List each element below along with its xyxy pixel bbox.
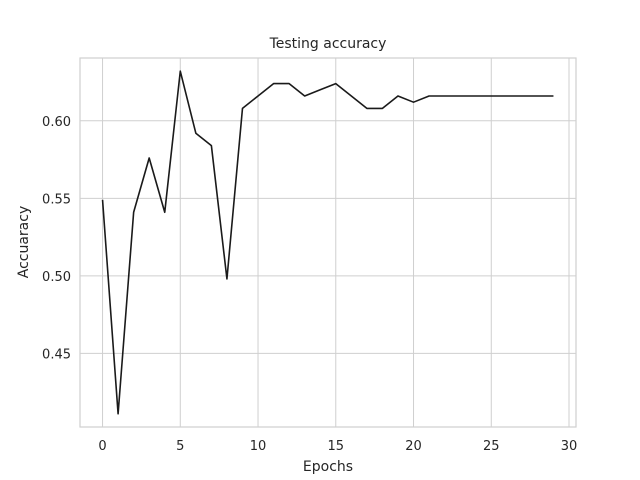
x-tick-label-1: 5 [176, 439, 184, 454]
x-tick-label-0: 0 [98, 439, 106, 454]
y-gridlines [80, 120, 576, 354]
x-axis-label: Epochs [303, 459, 353, 475]
x-tick-label-4: 20 [405, 439, 422, 454]
accuracy-series-line [101, 70, 554, 415]
x-tick-label-2: 10 [250, 439, 267, 454]
x-tick-label-6: 30 [561, 439, 578, 454]
plot-frame [79, 57, 577, 428]
y-axis-label: Accuaracy [16, 206, 32, 279]
x-tick-labels: 0 5 10 15 20 25 30 [98, 439, 577, 454]
y-tick-labels: 0.45 0.50 0.55 0.60 [42, 115, 71, 363]
chart-title: Testing accuracy [269, 36, 387, 52]
y-tick-label-2: 0.55 [42, 192, 71, 207]
x-tick-label-3: 15 [328, 439, 345, 454]
y-tick-label-3: 0.60 [42, 115, 71, 130]
x-tick-label-5: 25 [483, 439, 500, 454]
y-tick-label-1: 0.50 [42, 270, 71, 285]
x-gridlines [102, 58, 570, 427]
y-tick-label-0: 0.45 [42, 347, 71, 362]
